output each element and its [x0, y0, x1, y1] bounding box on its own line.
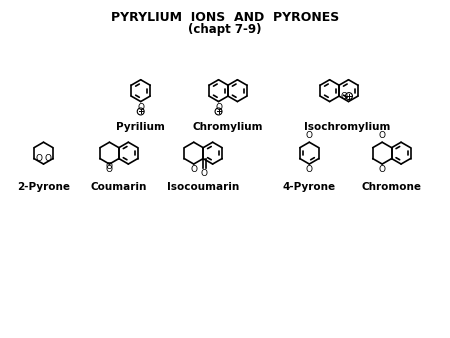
Text: O: O	[45, 154, 52, 163]
Text: Chromylium: Chromylium	[193, 122, 263, 132]
Text: O: O	[106, 162, 113, 171]
Text: Coumarin: Coumarin	[91, 182, 147, 192]
Text: O: O	[215, 102, 222, 112]
Text: O: O	[378, 131, 386, 140]
Text: O: O	[137, 102, 144, 112]
Text: 4-Pyrone: 4-Pyrone	[283, 182, 336, 192]
Text: Isocoumarin: Isocoumarin	[167, 182, 239, 192]
Text: 2-Pyrone: 2-Pyrone	[17, 182, 70, 192]
Text: Chromone: Chromone	[362, 182, 422, 192]
Text: O: O	[35, 154, 42, 163]
Text: O: O	[340, 92, 347, 101]
Text: O: O	[106, 165, 113, 174]
Text: O: O	[306, 165, 313, 174]
Text: O: O	[306, 131, 313, 140]
Text: PYRYLIUM  IONS  AND  PYRONES: PYRYLIUM IONS AND PYRONES	[111, 11, 339, 24]
Text: (chapt 7-9): (chapt 7-9)	[188, 23, 262, 35]
Text: Isochromylium: Isochromylium	[304, 122, 390, 132]
Text: O: O	[201, 169, 207, 177]
Text: O: O	[190, 165, 197, 174]
Text: O: O	[378, 165, 386, 174]
Text: Pyrilium: Pyrilium	[116, 122, 165, 132]
